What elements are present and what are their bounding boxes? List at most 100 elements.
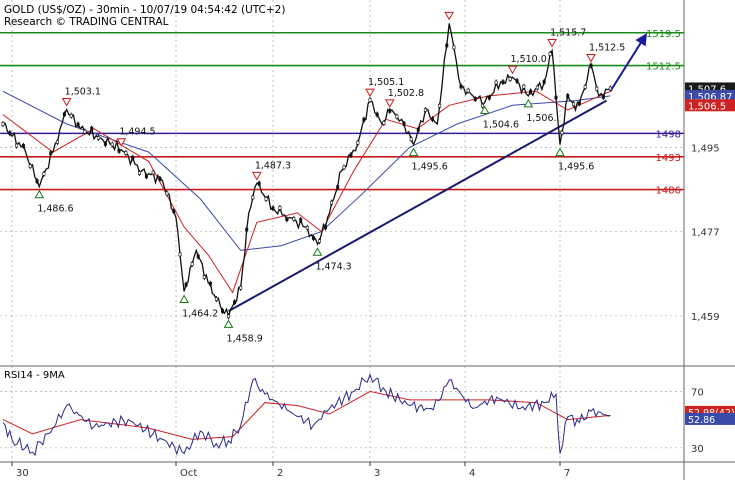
candle-body — [382, 121, 386, 125]
candle-body — [501, 80, 505, 84]
candle-body — [165, 191, 169, 196]
candle-body — [90, 126, 94, 131]
candle-body — [595, 86, 599, 91]
candle-body — [577, 101, 581, 106]
candle-body — [103, 142, 107, 146]
chart-subtitle: Research © TRADING CENTRAL — [4, 16, 169, 28]
price-annotation: 1,502.8 — [388, 88, 424, 99]
candle-body — [1, 122, 5, 126]
chart-title: GOLD (US$/OZ) - 30min - 10/07/19 04:54:4… — [4, 4, 285, 16]
candle-body — [535, 85, 539, 90]
candle-body — [368, 98, 372, 102]
candle-body — [117, 149, 121, 153]
price-annotation: 1,505.1 — [368, 77, 404, 88]
price-annotation: 1,494.5 — [119, 127, 155, 138]
level-label: 1519.5 — [646, 29, 681, 40]
candle-body — [487, 95, 491, 100]
candle-body — [251, 195, 255, 200]
candle-body — [548, 52, 552, 56]
trough-marker — [223, 319, 234, 328]
candle-body — [480, 103, 484, 108]
candle-body — [608, 86, 612, 91]
candle-body — [21, 144, 25, 148]
peak-marker — [586, 54, 596, 63]
candle-body — [15, 143, 19, 148]
price-tick-label: 1,459 — [691, 312, 720, 323]
price-annotation: 1,510.0 — [511, 54, 547, 65]
price-annotation: 1,486.6 — [37, 204, 73, 215]
trough-marker — [408, 147, 419, 157]
price-tick-label: 1,477 — [691, 228, 720, 239]
price-tick-label: 1,495 — [691, 143, 720, 154]
candle-body — [292, 217, 296, 221]
candle-body — [97, 136, 101, 140]
candle-body — [395, 114, 399, 119]
candle-body — [356, 140, 360, 145]
candle-body — [375, 112, 379, 117]
price-badge-label: 1,506.87 — [688, 92, 733, 103]
candle-body — [330, 200, 334, 205]
price-annotation: 1,487.3 — [255, 160, 291, 171]
candle-body — [324, 225, 328, 230]
candle-body — [62, 112, 66, 117]
candle-body — [8, 131, 12, 135]
candle-body — [172, 209, 176, 213]
peak-marker — [365, 88, 375, 98]
level-label: 1498 — [656, 129, 681, 140]
trough-marker — [479, 105, 490, 114]
rsi-line — [2, 372, 611, 457]
candle-body — [76, 122, 80, 127]
candle-body — [349, 153, 353, 157]
date-tick-label: 7 — [564, 468, 570, 479]
candle-body — [144, 174, 148, 179]
candle-body — [285, 217, 289, 222]
candle-body — [342, 165, 346, 170]
price-annotation: 1,464.2 — [182, 309, 218, 320]
candle-body — [542, 80, 546, 84]
candle-body — [257, 181, 261, 186]
ma-fast-line — [2, 90, 611, 294]
rsi-tick-label: 70 — [691, 387, 704, 398]
candle-body — [239, 285, 243, 290]
candle-body — [264, 197, 268, 201]
date-tick-label: 2 — [277, 468, 283, 479]
price-annotation: 1,495.6 — [412, 162, 448, 173]
candle-body — [110, 142, 114, 147]
candle-body — [388, 109, 392, 113]
projection-arrow-shaft — [609, 34, 647, 92]
date-tick-label: 30 — [16, 468, 29, 479]
candle-body — [423, 108, 427, 112]
candle-body — [83, 129, 87, 134]
trough-marker — [179, 294, 189, 304]
candle-body — [299, 218, 303, 222]
candle-body — [566, 94, 570, 98]
candle-body — [452, 45, 456, 50]
candle-body — [508, 77, 512, 81]
candle-body — [402, 122, 406, 126]
candle-body — [601, 95, 605, 99]
candle-body — [196, 254, 200, 259]
candle-body — [28, 164, 32, 168]
candle-body — [202, 275, 206, 280]
candle-body — [305, 225, 309, 230]
rsi-badge-label: 52.86 — [688, 415, 715, 426]
price-annotation: 1,495.6 — [558, 162, 594, 173]
date-tick-label: 3 — [374, 468, 380, 479]
candle-body — [560, 130, 564, 135]
peak-marker — [384, 99, 395, 108]
candle-body — [56, 140, 60, 144]
peak-marker — [547, 39, 557, 48]
price-annotation: 1,504.6 — [483, 119, 519, 130]
candle-body — [42, 172, 46, 176]
candle-body — [409, 137, 413, 142]
rsi-ma-line — [2, 390, 611, 440]
price-badge-label: 1,506.5 — [688, 101, 726, 112]
candle-body — [208, 281, 212, 286]
candle-body — [220, 309, 224, 313]
candle-body — [190, 262, 194, 266]
date-tick-label: 4 — [469, 468, 475, 479]
candle-body — [554, 95, 558, 100]
candle-body — [583, 85, 587, 89]
candle-body — [466, 88, 470, 93]
